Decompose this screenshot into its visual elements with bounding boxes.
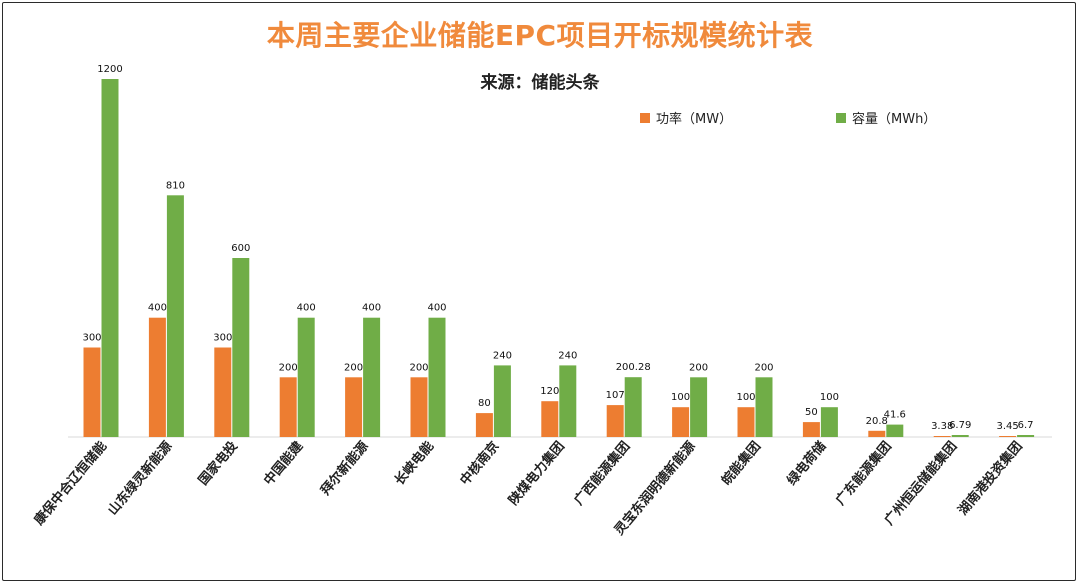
bar-power-11 (802, 422, 820, 437)
legend-swatch-capacity (836, 113, 846, 123)
bar-power-7 (541, 401, 559, 437)
value-label-power-6: 80 (478, 398, 491, 409)
category-label-10: 皖能集团 (718, 438, 764, 488)
bars-layer (83, 79, 1035, 437)
bar-capacity-7 (559, 365, 577, 437)
category-label-7: 陕煤电力集团 (505, 438, 567, 508)
bar-power-2 (214, 347, 232, 437)
value-label-capacity-7: 240 (558, 350, 577, 361)
value-label-power-7: 120 (540, 386, 559, 397)
value-label-capacity-12: 41.6 (884, 410, 906, 421)
legend: 功率（MW） 容量（MWh） (640, 111, 936, 127)
bar-power-4 (345, 377, 363, 437)
value-label-capacity-13: 6.79 (949, 420, 971, 431)
value-label-capacity-1: 810 (166, 180, 185, 191)
bar-capacity-6 (493, 365, 511, 437)
legend-label-capacity: 容量（MWh） (852, 111, 936, 127)
category-label-12: 广东能源集团 (832, 438, 894, 508)
bar-capacity-0 (101, 79, 119, 437)
category-label-8: 广西能源集团 (571, 438, 633, 508)
value-label-power-12: 20.8 (866, 416, 888, 427)
value-label-power-14: 3.45 (996, 421, 1018, 432)
value-label-power-3: 200 (279, 362, 298, 373)
bar-power-9 (672, 407, 690, 437)
value-label-capacity-5: 400 (427, 303, 446, 314)
category-label-13: 广州恒运储能集团 (881, 438, 960, 528)
bar-power-1 (148, 317, 166, 437)
chart-title: 本周主要企业储能EPC项目开标规模统计表 (266, 19, 814, 52)
category-label-2: 国家电投 (195, 438, 241, 488)
value-label-capacity-4: 400 (362, 303, 381, 314)
category-label-4: 拜尔新能源 (318, 438, 372, 498)
bar-capacity-12 (886, 424, 904, 437)
legend-swatch-power (640, 113, 650, 123)
category-label-14: 湖南港投资集团 (955, 438, 1026, 518)
bar-power-12 (868, 430, 886, 437)
bar-capacity-2 (232, 258, 250, 437)
value-label-power-10: 100 (736, 392, 755, 403)
bar-capacity-1 (166, 195, 184, 437)
bar-capacity-4 (363, 317, 381, 437)
value-label-power-4: 200 (344, 362, 363, 373)
bar-capacity-9 (690, 377, 708, 437)
bar-capacity-8 (624, 377, 642, 437)
category-label-1: 山东绿灵新能源 (105, 438, 176, 518)
value-label-power-1: 400 (148, 303, 167, 314)
value-label-capacity-11: 100 (820, 392, 839, 403)
category-label-3: 中国能建 (261, 438, 307, 488)
category-label-5: 长峡电能 (391, 438, 437, 488)
value-label-capacity-10: 200 (754, 362, 773, 373)
value-label-power-9: 100 (671, 392, 690, 403)
category-label-6: 中核南京 (457, 438, 503, 488)
value-label-power-5: 200 (409, 362, 428, 373)
chart-subtitle: 来源：储能头条 (480, 73, 600, 93)
category-label-11: 绿电荷储 (784, 438, 830, 488)
category-label-0: 康保中合辽恒储能 (31, 438, 110, 528)
bar-capacity-3 (297, 317, 315, 437)
legend-label-power: 功率（MW） (656, 111, 732, 127)
bar-capacity-11 (820, 407, 838, 437)
value-label-capacity-8: 200.28 (616, 362, 651, 373)
value-label-power-11: 50 (805, 407, 818, 418)
value-label-capacity-9: 200 (689, 362, 708, 373)
value-label-capacity-3: 400 (297, 303, 316, 314)
value-label-capacity-14: 6.7 (1018, 420, 1034, 431)
bar-capacity-10 (755, 377, 773, 437)
bar-power-8 (606, 405, 624, 437)
value-label-capacity-0: 1200 (97, 64, 122, 75)
bar-power-13 (933, 436, 951, 437)
value-labels-layer: 300 1200 400 810 300 600 200 400 200 400 200 400 80 2… (82, 64, 1033, 432)
bar-capacity-5 (428, 317, 446, 437)
bar-power-6 (475, 413, 493, 437)
value-label-power-2: 300 (213, 333, 232, 344)
value-label-capacity-6: 240 (493, 350, 512, 361)
bar-power-14 (999, 436, 1017, 437)
value-label-power-0: 300 (82, 333, 101, 344)
bar-power-5 (410, 377, 428, 437)
bar-capacity-14 (1017, 435, 1035, 437)
bar-power-10 (737, 407, 755, 437)
bar-power-3 (279, 377, 297, 437)
value-label-power-13: 3.38 (931, 421, 953, 432)
bar-capacity-13 (951, 435, 969, 437)
value-label-capacity-2: 600 (231, 243, 250, 254)
bar-power-0 (83, 347, 101, 437)
value-label-power-8: 107 (606, 390, 625, 401)
